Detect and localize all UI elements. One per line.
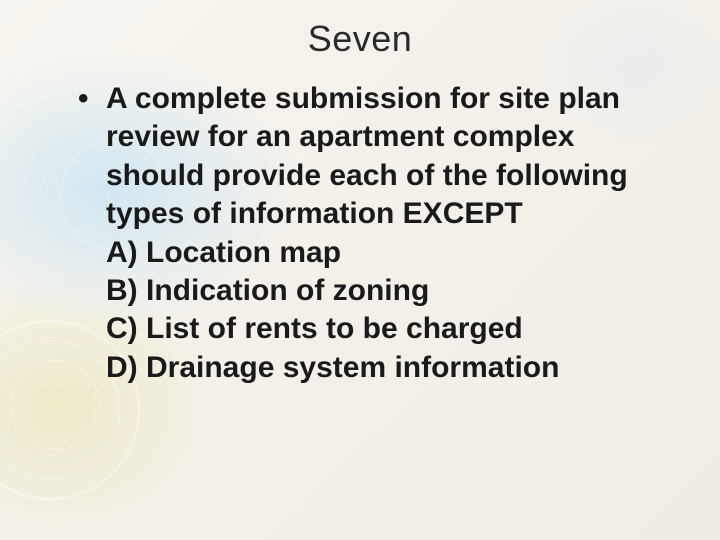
option-a: A) Location map	[106, 234, 670, 272]
option-d-text: Drainage system information	[146, 351, 559, 384]
option-d: D) Drainage system information	[106, 349, 670, 387]
slide-title: Seven	[0, 18, 720, 60]
question-text: A complete submission for site plan revi…	[106, 80, 670, 234]
option-b: B) Indication of zoning	[106, 272, 670, 310]
option-c: C) List of rents to be charged	[106, 310, 670, 348]
options-list: A) Location map B) Indication of zoning …	[78, 234, 670, 388]
slide: Seven • A complete submission for site p…	[0, 0, 720, 540]
bullet-marker: •	[78, 80, 106, 116]
option-c-text: List of rents to be charged	[146, 312, 523, 345]
option-a-text: Location map	[146, 236, 341, 269]
option-b-text: Indication of zoning	[146, 274, 429, 307]
slide-body: • A complete submission for site plan re…	[78, 80, 670, 387]
bullet-item: • A complete submission for site plan re…	[78, 80, 670, 234]
